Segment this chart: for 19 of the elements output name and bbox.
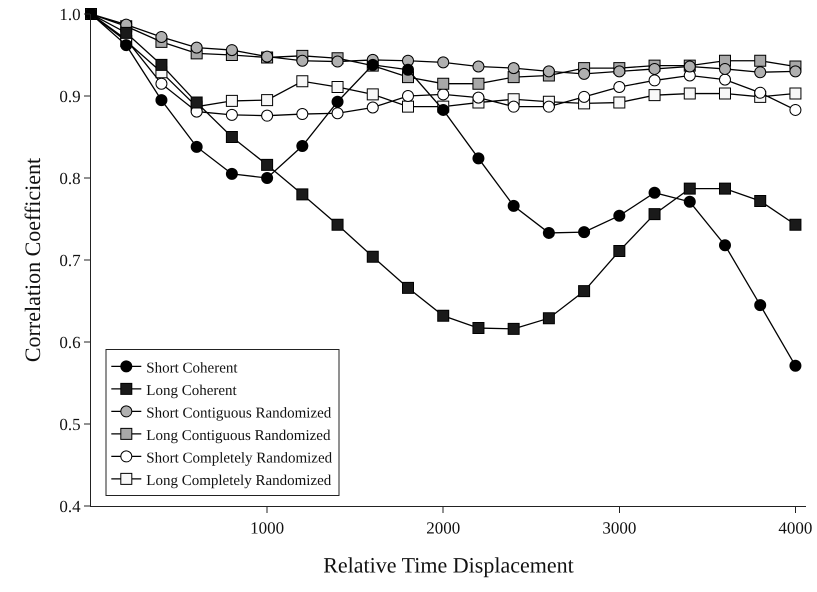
y-tick-label: 0.8	[59, 168, 81, 188]
legend-label: Short Coherent	[146, 360, 238, 376]
y-tick-label: 0.5	[59, 414, 81, 434]
x-tick-label: 1000	[250, 518, 284, 538]
x-tick-label: 4000	[778, 518, 812, 538]
legend-label: Long Completely Randomized	[146, 472, 332, 489]
legend-label: Long Coherent	[146, 382, 238, 399]
legend-label: Long Contiguous Randomized	[146, 428, 331, 444]
y-tick-label: 0.6	[59, 332, 81, 352]
x-tick-label: 3000	[602, 518, 636, 538]
y-tick-label: 0.7	[59, 250, 82, 270]
legend-label: Short Completely Randomized	[146, 450, 333, 466]
y-tick-label: 0.4	[59, 496, 82, 516]
x-tick-label: 2000	[426, 518, 460, 538]
y-tick-label: 1.0	[59, 4, 81, 24]
y-axis-title: Correlation Coefficient	[20, 158, 46, 362]
y-tick-label: 0.9	[59, 86, 81, 106]
legend-label: Short Contiguous Randomized	[146, 405, 332, 422]
x-axis-title: Relative Time Displacement	[323, 552, 574, 578]
